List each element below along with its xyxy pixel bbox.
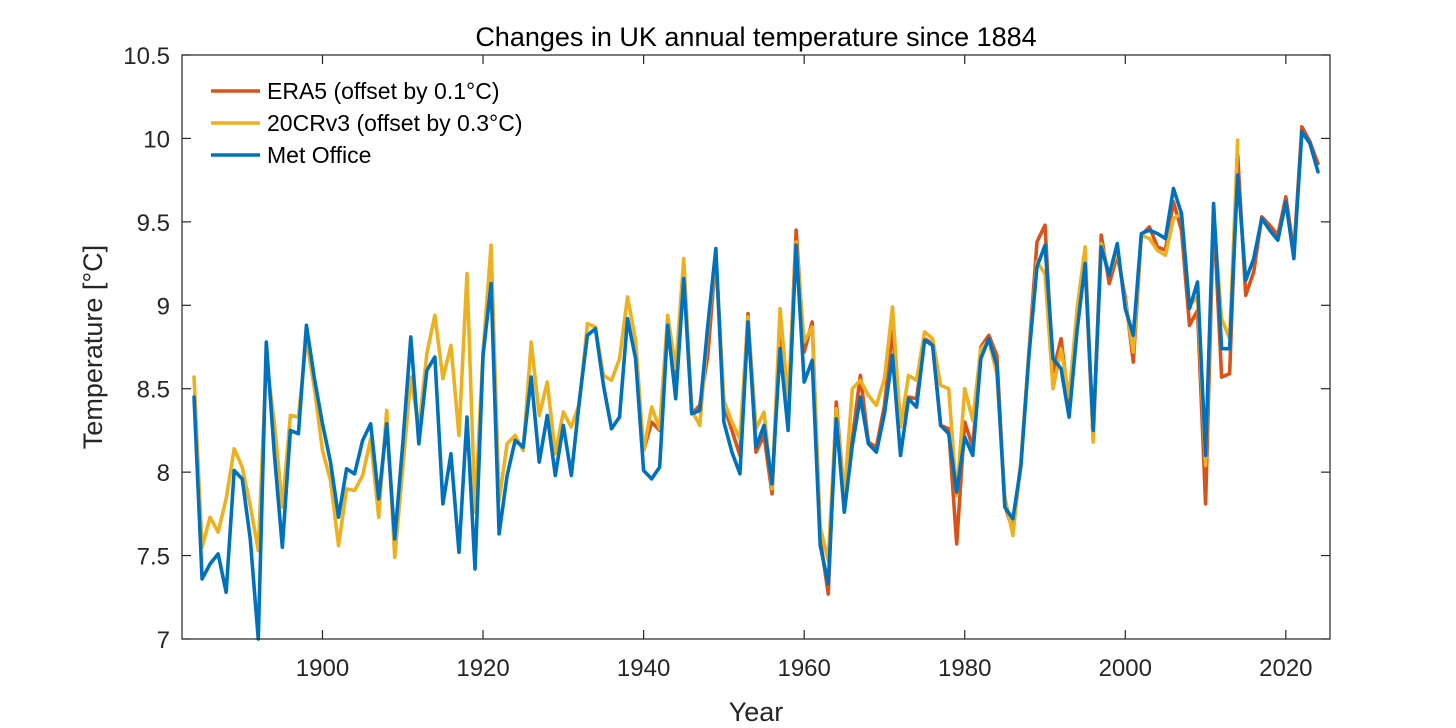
y-tick-label-1: 7.5 — [137, 544, 170, 571]
x-tick-label-4: 1980 — [938, 655, 991, 682]
x-tick-label-5: 2000 — [1099, 655, 1152, 682]
legend-label-0: ERA5 (offset by 0.1°C) — [267, 78, 499, 104]
x-tick-label-1: 1920 — [456, 655, 509, 682]
legend: ERA5 (offset by 0.1°C) 20CRv3 (offset by … — [211, 78, 523, 168]
y-tick-label-6: 10 — [143, 126, 170, 153]
plot-area: 1900 1920 1940 1960 1980 2000 2020 7 7.5 8 8.5 9 9.5… — [123, 43, 1331, 682]
y-tick-label-0: 7 — [157, 627, 170, 654]
y-axis-label: Temperature [°C] — [78, 245, 108, 449]
legend-label-1: 20CRv3 (offset by 0.3°C) — [267, 110, 523, 136]
x-tick-label-0: 1900 — [296, 655, 349, 682]
y-tick-label-7: 10.5 — [123, 43, 170, 70]
y-tick-label-2: 8 — [157, 460, 170, 487]
axes-box — [181, 54, 1331, 640]
y-tick-label-5: 9.5 — [137, 210, 170, 237]
x-axis-label: Year — [729, 697, 784, 727]
x-tick-label-2: 1940 — [617, 655, 670, 682]
series-line-2 — [192, 129, 1320, 641]
legend-label-2: Met Office — [267, 142, 371, 168]
x-tick-label-6: 2020 — [1259, 655, 1312, 682]
x-tick-label-3: 1960 — [777, 655, 830, 682]
y-tick-label-3: 8.5 — [137, 377, 170, 404]
chart-title: Changes in UK annual temperature since 1… — [475, 22, 1036, 52]
y-tick-label-4: 9 — [157, 293, 170, 320]
